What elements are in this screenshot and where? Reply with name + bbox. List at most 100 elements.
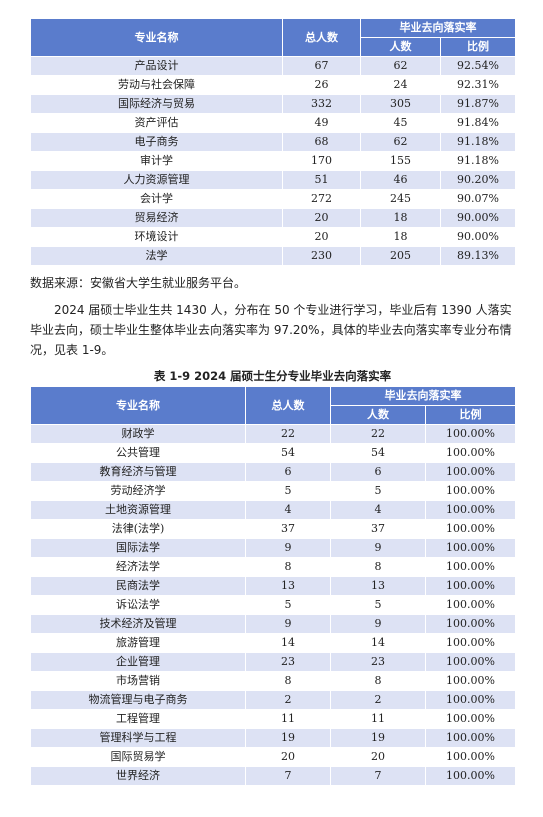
table-cell: 20 [330, 747, 426, 767]
header-cell: 比例 [440, 37, 516, 57]
table-row: 公共管理 54 54 100.00% [30, 443, 516, 463]
table-row: 贸易经济 20 18 90.00% [30, 208, 516, 228]
table-row: 市场营销 8 8 100.00% [30, 671, 516, 691]
table-cell: 90.00% [440, 208, 516, 228]
table-cell: 管理科学与工程 [30, 728, 246, 748]
table-cell: 62 [360, 132, 441, 152]
table-cell: 环境设计 [30, 227, 283, 247]
table-cell: 68 [282, 132, 361, 152]
table-row: 劳动与社会保障 26 24 92.31% [30, 75, 516, 95]
table-cell: 100.00% [425, 576, 516, 596]
paragraph: 2024 届硕士毕业生共 1430 人，分布在 50 个专业进行学习，毕业后有 … [30, 303, 512, 357]
source-note: 数据来源：安徽省大学生就业服务平台。 [30, 276, 247, 290]
table-cell: 91.84% [440, 113, 516, 133]
table-row: 资产评估 49 45 91.84% [30, 113, 516, 133]
table-cell: 155 [360, 151, 441, 171]
table-cell: 100.00% [425, 671, 516, 691]
table-cell: 6 [330, 462, 426, 482]
table-row: 土地资源管理 4 4 100.00% [30, 500, 516, 520]
table-row: 产品设计 67 62 92.54% [30, 56, 516, 76]
table-cell: 旅游管理 [30, 633, 246, 653]
table-cell: 100.00% [425, 709, 516, 729]
table-cell: 19 [330, 728, 426, 748]
table-cell: 90.00% [440, 227, 516, 247]
table-cell: 电子商务 [30, 132, 283, 152]
table-row: 财政学 22 22 100.00% [30, 424, 516, 444]
table-cell: 100.00% [425, 633, 516, 653]
table: 专业名称 总人数 毕业去向落实率 人数 比例 财政学 22 22 100.00% 公共管理 54 54… [30, 386, 516, 786]
table-cell: 民商法学 [30, 576, 246, 596]
table-cell: 100.00% [425, 424, 516, 444]
table-cell: 法学 [30, 246, 283, 266]
table-cell: 45 [360, 113, 441, 133]
header-cell: 总人数 [245, 386, 331, 425]
table-cell: 18 [360, 227, 441, 247]
table-cell: 100.00% [425, 766, 516, 786]
table-cell: 100.00% [425, 595, 516, 615]
table-cell: 人力资源管理 [30, 170, 283, 190]
table-cell: 23 [330, 652, 426, 672]
table-row: 企业管理 23 23 100.00% [30, 652, 516, 672]
table-cell: 89.13% [440, 246, 516, 266]
table-cell: 91.87% [440, 94, 516, 114]
table-cell: 11 [330, 709, 426, 729]
table-cell: 物流管理与电子商务 [30, 690, 246, 710]
header-cell: 比例 [425, 405, 516, 425]
table-cell: 7 [245, 766, 331, 786]
table-cell: 100.00% [425, 519, 516, 539]
table-cell: 资产评估 [30, 113, 283, 133]
table-cell: 46 [360, 170, 441, 190]
table-cell: 305 [360, 94, 441, 114]
table-cell: 国际经济与贸易 [30, 94, 283, 114]
table-cell: 49 [282, 113, 361, 133]
table-row: 世界经济 7 7 100.00% [30, 766, 516, 786]
header-cell: 人数 [360, 37, 441, 57]
table-cell: 100.00% [425, 728, 516, 748]
table-cell: 会计学 [30, 189, 283, 209]
header-row: 人数 比例 [31, 405, 516, 425]
table-cell: 劳动与社会保障 [30, 75, 283, 95]
table-row: 会计学 272 245 90.07% [30, 189, 516, 209]
table-row: 旅游管理 14 14 100.00% [30, 633, 516, 653]
table-cell: 9 [330, 538, 426, 558]
table-cell: 100.00% [425, 557, 516, 577]
table-cell: 100.00% [425, 443, 516, 463]
table-cell: 审计学 [30, 151, 283, 171]
table-cell: 工程管理 [30, 709, 246, 729]
table-cell: 8 [330, 671, 426, 691]
table-cell: 经济法学 [30, 557, 246, 577]
table-cell: 37 [330, 519, 426, 539]
table-row: 物流管理与电子商务 2 2 100.00% [30, 690, 516, 710]
table-cell: 20 [245, 747, 331, 767]
table-cell: 教育经济与管理 [30, 462, 246, 482]
table-cell: 19 [245, 728, 331, 748]
table-row: 国际法学 9 9 100.00% [30, 538, 516, 558]
table-row: 民商法学 13 13 100.00% [30, 576, 516, 596]
table-cell: 5 [330, 481, 426, 501]
table-cell: 18 [360, 208, 441, 228]
table-row: 环境设计 20 18 90.00% [30, 227, 516, 247]
header-cell: 人数 [330, 405, 426, 425]
header-cell: 专业名称 [30, 18, 283, 57]
table-cell: 4 [245, 500, 331, 520]
table-cell: 90.07% [440, 189, 516, 209]
table-cell: 100.00% [425, 652, 516, 672]
table-cell: 劳动经济学 [30, 481, 246, 501]
table-cell: 财政学 [30, 424, 246, 444]
table-cell: 100.00% [425, 500, 516, 520]
table-row: 国际贸易学 20 20 100.00% [30, 747, 516, 767]
table-cell: 100.00% [425, 690, 516, 710]
table-cell: 13 [245, 576, 331, 596]
table-cell: 8 [245, 671, 331, 691]
table-row: 经济法学 8 8 100.00% [30, 557, 516, 577]
table-cell: 100.00% [425, 614, 516, 634]
table-cell: 90.20% [440, 170, 516, 190]
table-row: 法学 230 205 89.13% [30, 246, 516, 266]
table-cell: 26 [282, 75, 361, 95]
table-cell: 332 [282, 94, 361, 114]
table-cell: 5 [245, 595, 331, 615]
table-cell: 8 [330, 557, 426, 577]
table-row: 劳动经济学 5 5 100.00% [30, 481, 516, 501]
table-cell: 20 [282, 227, 361, 247]
